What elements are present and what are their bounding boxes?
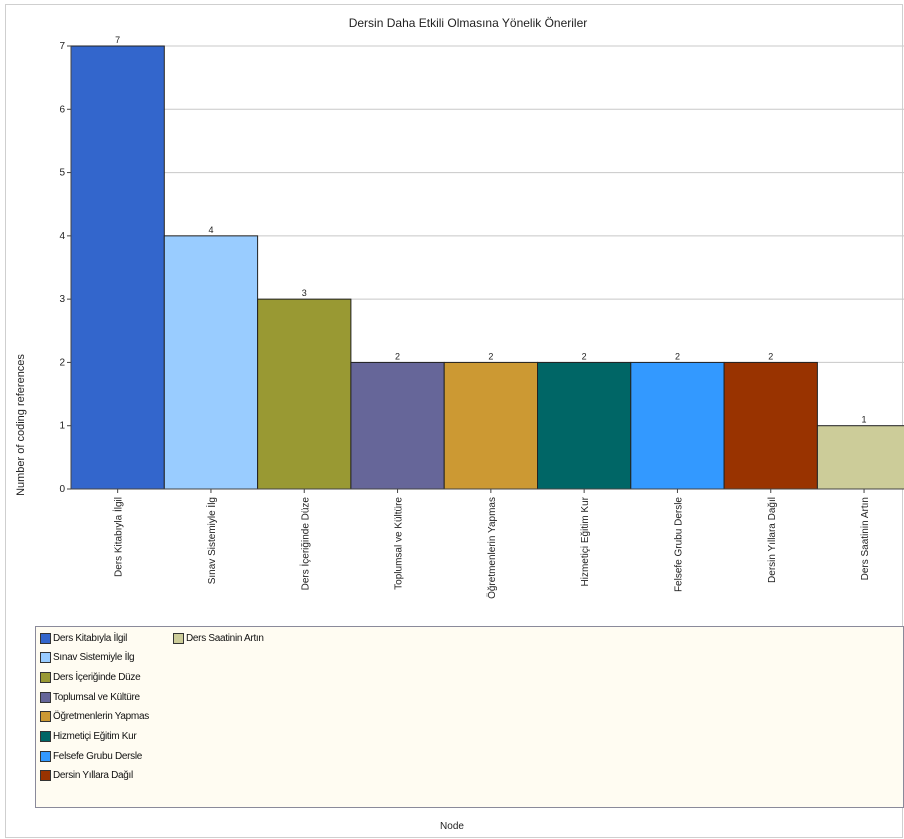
data-label: 7 bbox=[115, 35, 120, 45]
legend-swatch bbox=[40, 770, 51, 782]
y-tick-label: 0 bbox=[59, 484, 65, 495]
y-tick-label: 1 bbox=[59, 421, 65, 432]
data-labels: 7 4 3 2 2 2 2 2 1 bbox=[115, 35, 866, 425]
x-tick-label: Hizmetiçi Eğitim Kur bbox=[580, 496, 591, 586]
legend-label: Ders Kitabıyla İlgil bbox=[53, 632, 128, 644]
legend-item: Sınav Sistemiyle İlg bbox=[40, 651, 135, 665]
bar bbox=[630, 361, 725, 490]
x-tick-label: Dersin Yıllara Dağıl bbox=[767, 497, 778, 583]
legend-item: Hizmetiçi Eğitim Kur bbox=[40, 730, 137, 744]
y-axis-ticks: 0 1 2 3 4 5 6 7 bbox=[59, 41, 71, 495]
bar bbox=[443, 361, 539, 490]
legend-swatch bbox=[40, 711, 51, 723]
legend-item: Ders İçeriğinde Düze bbox=[40, 670, 141, 684]
data-label: 2 bbox=[675, 351, 680, 361]
legend: Ders Kitabıyla İlgil Sınav Sistemiyle İlg… bbox=[35, 626, 904, 808]
legend-item: Toplumsal ve Kültüre bbox=[40, 690, 140, 704]
x-tick-label: Ders Kitabıyla İlgil bbox=[112, 497, 125, 577]
data-label: 1 bbox=[862, 415, 867, 425]
x-tick-label: Toplumsal ve Kültüre bbox=[394, 497, 405, 590]
bar bbox=[723, 361, 818, 490]
legend-label: Sınav Sistemiyle İlg bbox=[53, 652, 135, 664]
bar bbox=[816, 425, 904, 490]
data-label: 2 bbox=[395, 351, 400, 361]
legend-swatch bbox=[40, 691, 51, 703]
legend-item: Dersin Yıllara Dağıl bbox=[40, 769, 133, 783]
data-label: 4 bbox=[208, 225, 213, 235]
legend-label: Ders Saatinin Artın bbox=[186, 632, 264, 644]
legend-swatch bbox=[40, 632, 51, 644]
x-axis-ticks: Ders Kitabıyla İlgil Sınav Sistemiyle İlg… bbox=[112, 489, 871, 599]
x-tick-label: Sınav Sistemiyle İlg bbox=[205, 497, 218, 584]
y-tick-label: 3 bbox=[59, 294, 65, 305]
bar bbox=[70, 45, 165, 490]
legend-label: Felsefe Grubu Dersle bbox=[53, 750, 143, 762]
legend-label: Toplumsal ve Kültüre bbox=[53, 691, 140, 703]
bar bbox=[537, 361, 632, 490]
bar bbox=[163, 235, 259, 490]
data-label: 2 bbox=[582, 351, 587, 361]
bar bbox=[350, 361, 445, 490]
y-axis-label: Number of coding references bbox=[15, 354, 27, 496]
data-label: 2 bbox=[488, 351, 493, 361]
legend-swatch bbox=[40, 652, 51, 664]
x-axis-label: Node bbox=[440, 821, 464, 832]
legend-label: Dersin Yıllara Dağıl bbox=[53, 770, 133, 782]
data-label: 3 bbox=[302, 288, 307, 298]
y-tick-label: 6 bbox=[59, 104, 65, 115]
legend-label: Öğretmenlerin Yapmas bbox=[53, 711, 149, 723]
legend-swatch bbox=[40, 671, 51, 683]
legend-item: Ders Kitabıyla İlgil bbox=[40, 631, 127, 645]
bar bbox=[257, 298, 352, 490]
legend-label: Hizmetiçi Eğitim Kur bbox=[53, 731, 137, 742]
y-tick-label: 5 bbox=[59, 168, 65, 179]
legend-item: Öğretmenlerin Yapmas bbox=[40, 710, 149, 724]
y-tick-label: 4 bbox=[59, 231, 65, 242]
x-tick-label: Felsefe Grubu Dersle bbox=[673, 497, 684, 592]
legend-swatch bbox=[40, 731, 51, 742]
legend-swatch bbox=[40, 750, 51, 762]
bars bbox=[70, 45, 904, 490]
x-tick-label: Öğretmenlerin Yapmas bbox=[486, 497, 498, 599]
x-tick-label: Ders İçeriğinde Düze bbox=[298, 497, 311, 591]
y-tick-label: 7 bbox=[59, 41, 65, 52]
chart-title: Dersin Daha Etkili Olmasına Yönelik Öner… bbox=[349, 16, 588, 30]
legend-item: Ders Saatinin Artın bbox=[173, 631, 264, 645]
x-tick-label: Ders Saatinin Artın bbox=[860, 497, 871, 580]
y-tick-label: 2 bbox=[59, 357, 65, 368]
legend-label: Ders İçeriğinde Düze bbox=[53, 671, 141, 683]
legend-swatch bbox=[173, 632, 184, 644]
data-label: 2 bbox=[768, 351, 773, 361]
legend-item: Felsefe Grubu Dersle bbox=[40, 749, 142, 763]
